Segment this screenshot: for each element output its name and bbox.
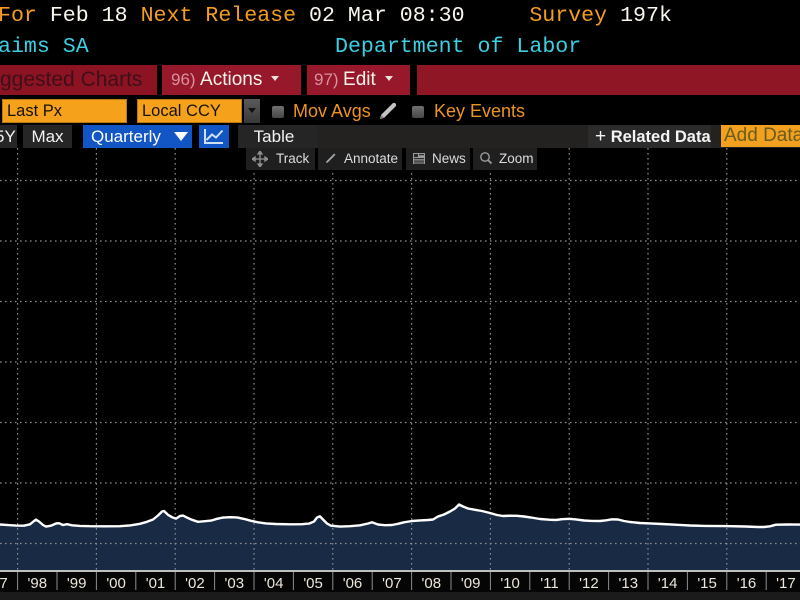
svg-text:'09: '09 bbox=[461, 575, 481, 592]
svg-text:'10: '10 bbox=[500, 575, 520, 592]
svg-text:'08: '08 bbox=[422, 575, 442, 592]
svg-text:'15: '15 bbox=[697, 575, 717, 592]
svg-text:'04: '04 bbox=[264, 575, 284, 592]
svg-text:'06: '06 bbox=[343, 575, 363, 592]
svg-text:'11: '11 bbox=[540, 575, 558, 592]
svg-text:'16: '16 bbox=[737, 575, 757, 592]
svg-text:'05: '05 bbox=[303, 575, 323, 592]
svg-text:'12: '12 bbox=[579, 575, 599, 592]
svg-text:'98: '98 bbox=[28, 575, 48, 592]
svg-text:'00: '00 bbox=[106, 575, 126, 592]
svg-text:'03: '03 bbox=[225, 575, 245, 592]
svg-text:'07: '07 bbox=[382, 575, 402, 592]
svg-text:'17: '17 bbox=[776, 575, 796, 592]
svg-text:'02: '02 bbox=[185, 575, 205, 592]
svg-text:'99: '99 bbox=[67, 575, 87, 592]
svg-text:'13: '13 bbox=[619, 575, 639, 592]
svg-text:'97: '97 bbox=[0, 575, 8, 592]
svg-text:'14: '14 bbox=[658, 575, 678, 592]
svg-text:'01: '01 bbox=[146, 575, 166, 592]
